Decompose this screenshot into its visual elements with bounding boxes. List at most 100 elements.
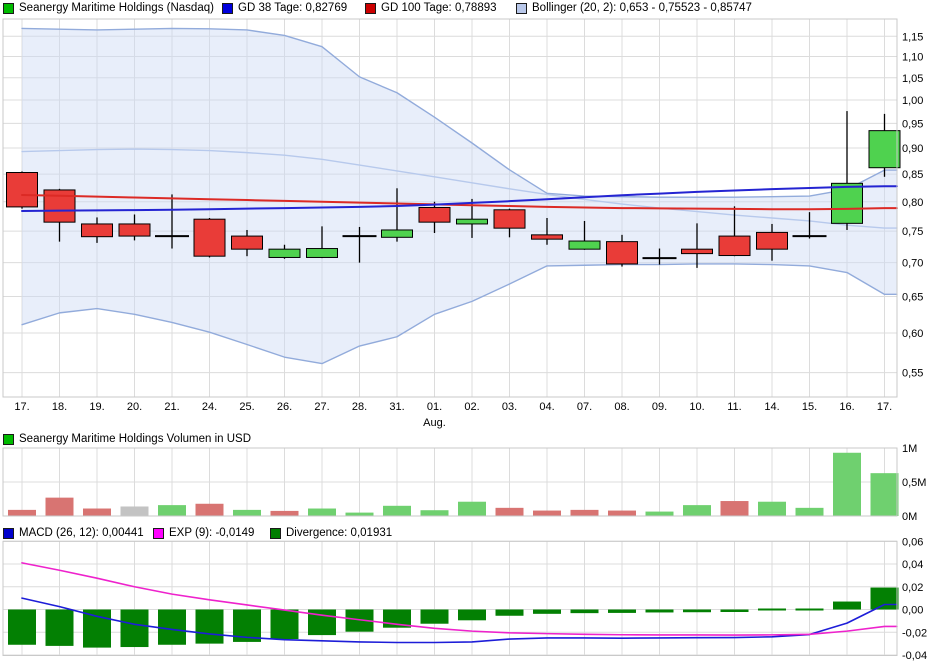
candle (681, 223, 713, 268)
bollinger-middle-line (21, 148, 898, 229)
price-series-label: Seanergy Maritime Holdings (Nasdaq) (19, 2, 214, 14)
candle-body (831, 182, 863, 224)
macd-y-tick-label: -0,04 (902, 650, 927, 662)
macd-y-tick-label: 0,04 (902, 559, 923, 571)
x-axis-date-label: 04. (539, 401, 554, 413)
candle (268, 244, 301, 259)
x-axis-date-label: 26. (277, 401, 292, 413)
volume-bar (683, 505, 711, 516)
divergence-bar (720, 609, 749, 613)
divergence-bar (570, 609, 599, 614)
bollinger-label: Bollinger (20, 2): 0,653 - 0,75523 - 0,8… (532, 2, 752, 14)
divergence-bar (83, 609, 111, 648)
divergence-bar (533, 609, 561, 614)
x-axis-date-label: 17. (877, 401, 892, 413)
candle (6, 171, 38, 209)
bollinger-lower-line (21, 263, 898, 365)
volume-y-tick-label: 0M (902, 511, 917, 523)
x-axis-date-label: 02. (464, 401, 479, 413)
candle (792, 212, 827, 239)
exp-swatch-icon (153, 527, 164, 539)
candle (342, 226, 377, 263)
volume-bar (495, 507, 524, 516)
x-axis-date-label: 28. (352, 401, 367, 413)
price-y-tick-label: 0,85 (902, 169, 923, 181)
x-axis-date-label: 20. (127, 401, 142, 413)
price-y-tick-label: 0,60 (902, 328, 923, 340)
macd-y-tick-label: 0,00 (902, 605, 923, 617)
volume-bar (870, 473, 899, 516)
candle-body (306, 248, 338, 258)
legend-item-price-series: Seanergy Maritime Holdings (Nasdaq) (3, 2, 214, 14)
candle (193, 218, 226, 258)
legend-item-macd: MACD (26, 12): 0,00441 (3, 527, 144, 539)
candle (493, 208, 526, 238)
divergence-bar (758, 608, 786, 611)
panel-border (2, 540, 898, 656)
x-axis-date-label: 14. (764, 401, 779, 413)
panel-border (2, 447, 898, 517)
volume-bar (195, 503, 224, 516)
candle (118, 214, 151, 241)
panel-border (2, 18, 898, 398)
volume-bar (308, 508, 336, 516)
macd-panel: 0,06 0,04 0,02 0,00 -0,02 -0,04 (2, 536, 927, 662)
volume-bar (45, 497, 74, 516)
volume-y-tick-label: 0,5M (902, 477, 926, 489)
divergence-bar (45, 609, 74, 646)
x-axis-date-label: 07. (577, 401, 592, 413)
x-axis-date-label: 09. (652, 401, 667, 413)
divergence-bar (833, 601, 861, 610)
candle-body (6, 172, 38, 208)
x-axis-date-label: 01. (427, 401, 442, 413)
x-axis-date-label: 03. (502, 401, 517, 413)
x-axis-date-label: 24. (202, 401, 217, 413)
candle-body (531, 234, 563, 240)
volume-label: Seanergy Maritime Holdings Volumen in US… (19, 433, 252, 445)
gd38-line (21, 185, 898, 212)
x-axis-date-label: 19. (89, 401, 104, 413)
x-axis-date-label: 25. (239, 401, 254, 413)
legend-item-volume: Seanergy Maritime Holdings Volumen in US… (3, 433, 251, 445)
signal-line (21, 562, 898, 636)
volume-bar (83, 508, 111, 516)
legend-item-gd38: GD 38 Tage: 0,82769 (222, 2, 347, 14)
price-y-tick-label: 0,95 (902, 118, 923, 130)
x-axis-date-label: 27. (314, 401, 329, 413)
macd-y-tick-label: -0,02 (902, 627, 927, 639)
candle-body (268, 248, 301, 258)
price-y-tick-label: 0,65 (902, 291, 923, 303)
x-axis-date-label: 16. (839, 401, 854, 413)
macd-label: MACD (26, 12): 0,00441 (19, 527, 144, 539)
price-y-tick-label: 0,90 (902, 143, 923, 155)
candle (642, 248, 677, 265)
volume-bar (533, 510, 561, 516)
divergence-label: Divergence: 0,01931 (286, 527, 393, 539)
macd-line (21, 597, 898, 644)
macd-y-tick-label: 0,02 (902, 582, 923, 594)
divergence-bar (345, 609, 374, 632)
divergence-bar (458, 609, 486, 621)
macd-legend: MACD (26, 12): 0,00441 EXP (9): -0,0149 … (0, 527, 940, 542)
gd38-swatch-icon (222, 2, 233, 14)
candle-body (756, 231, 788, 250)
volume-bar (608, 510, 636, 516)
volume-bar (570, 509, 599, 516)
price-y-tick-label: 1,15 (902, 31, 923, 43)
price-y-tick-label: 0,55 (902, 368, 923, 380)
candle (531, 218, 563, 245)
candle (418, 201, 451, 234)
candle (868, 113, 901, 177)
legend-item-divergence: Divergence: 0,01931 (270, 527, 392, 539)
candle-body (606, 241, 638, 265)
exp-label: EXP (9): -0,0149 (169, 527, 255, 539)
gd38-label: GD 38 Tage: 0,82769 (238, 2, 348, 14)
macd-swatch-icon (3, 527, 14, 539)
candle (231, 229, 263, 257)
volume-bar (383, 505, 411, 516)
bollinger-band-fill (22, 28, 897, 364)
volume-bar (420, 510, 449, 516)
candle (756, 223, 788, 261)
candle-body (81, 223, 113, 238)
